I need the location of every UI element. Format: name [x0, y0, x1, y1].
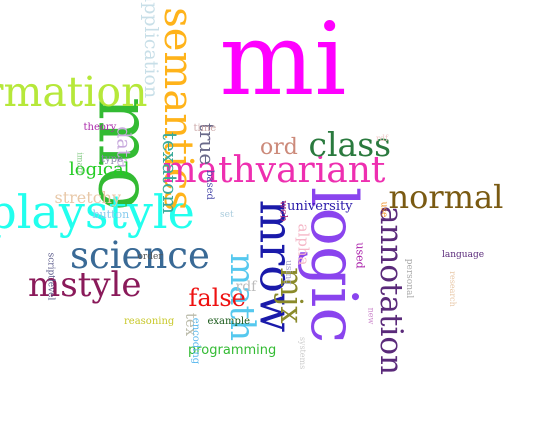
- word-time[interactable]: time: [193, 123, 217, 134]
- word-texatom[interactable]: texatom: [158, 131, 183, 215]
- word-language[interactable]: language: [442, 249, 485, 260]
- word-programming[interactable]: programming: [188, 342, 277, 358]
- word-mi[interactable]: mi: [219, 1, 347, 118]
- word-mathvariant[interactable]: mathvariant: [162, 150, 386, 191]
- word-systems[interactable]: systems: [298, 336, 308, 370]
- word-type[interactable]: type: [101, 154, 123, 165]
- word-displaystyle[interactable]: displaystyle: [0, 185, 195, 239]
- word-logical[interactable]: logical: [69, 159, 130, 180]
- word-university[interactable]: university: [287, 198, 353, 214]
- word-set[interactable]: set: [220, 209, 234, 220]
- word-new[interactable]: new: [365, 307, 375, 325]
- word-class[interactable]: class: [308, 124, 392, 164]
- word-application[interactable]: application: [139, 0, 162, 98]
- word-reasoning[interactable]: reasoning: [124, 316, 175, 327]
- word-personal[interactable]: personal: [403, 258, 414, 298]
- word-order[interactable]: order: [137, 251, 163, 262]
- word-annotation[interactable]: annotation: [372, 205, 409, 375]
- word-web[interactable]: web: [276, 200, 288, 222]
- word-button[interactable]: button: [92, 207, 130, 221]
- word-scriptlevel[interactable]: scriptlevel: [45, 252, 56, 300]
- word-normal[interactable]: normal: [388, 178, 504, 216]
- word-research[interactable]: research: [447, 271, 457, 307]
- word-rdf-top[interactable]: rdf: [376, 134, 388, 143]
- word-use[interactable]: use: [378, 201, 389, 217]
- word-science[interactable]: science: [70, 233, 210, 277]
- word-based[interactable]: based: [203, 170, 215, 200]
- word-theory[interactable]: theory: [83, 122, 117, 133]
- word-used[interactable]: used: [353, 241, 367, 269]
- word-mstyle[interactable]: mstyle: [28, 265, 142, 305]
- word-rdf-small[interactable]: rdf: [235, 279, 257, 295]
- word-information[interactable]: information: [0, 67, 148, 116]
- word-encoding[interactable]: encoding: [190, 317, 202, 365]
- word-stretchy[interactable]: stretchy: [54, 188, 122, 207]
- word-ord[interactable]: ord: [260, 135, 298, 160]
- word-using[interactable]: using: [282, 259, 293, 285]
- word-false[interactable]: false: [188, 284, 246, 312]
- word-imath[interactable]: imath: [75, 152, 85, 176]
- word-example[interactable]: example: [207, 316, 251, 327]
- word-alpha[interactable]: alpha: [294, 223, 313, 265]
